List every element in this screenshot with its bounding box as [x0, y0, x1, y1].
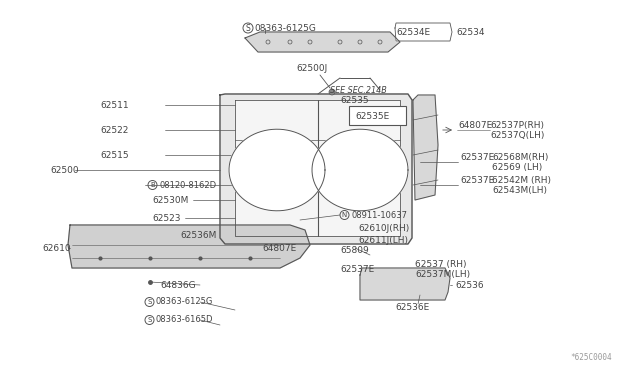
Text: 64807E: 64807E: [262, 244, 296, 253]
Text: S: S: [246, 23, 250, 32]
Text: 62523: 62523: [152, 214, 180, 222]
Text: 62537E: 62537E: [460, 153, 494, 161]
Text: S: S: [147, 317, 152, 323]
Text: 08911-10637: 08911-10637: [351, 211, 407, 219]
Text: 62537P(RH): 62537P(RH): [490, 121, 544, 129]
Text: 62537M(LH): 62537M(LH): [415, 270, 470, 279]
Text: 08363-6125G: 08363-6125G: [156, 298, 213, 307]
Text: 62500J: 62500J: [296, 64, 327, 73]
Polygon shape: [68, 225, 310, 268]
Text: 62534: 62534: [456, 28, 484, 36]
Text: 62543M(LH): 62543M(LH): [492, 186, 547, 195]
Text: 62515: 62515: [100, 151, 129, 160]
Text: 62511: 62511: [100, 100, 129, 109]
Text: 08363-6165D: 08363-6165D: [156, 315, 214, 324]
FancyBboxPatch shape: [349, 106, 406, 125]
Text: 62537E: 62537E: [340, 266, 374, 275]
Text: 62522: 62522: [100, 125, 129, 135]
Text: 62534E: 62534E: [396, 28, 430, 36]
Text: SEE SEC.214B: SEE SEC.214B: [330, 86, 387, 94]
Text: 62537 (RH): 62537 (RH): [415, 260, 467, 269]
Text: 62500: 62500: [50, 166, 79, 174]
Text: 08120-8162D: 08120-8162D: [159, 180, 216, 189]
Text: 62611J(LH): 62611J(LH): [358, 235, 408, 244]
Text: 08363-6125G: 08363-6125G: [254, 23, 316, 32]
Text: 62530M: 62530M: [152, 196, 188, 205]
Polygon shape: [395, 23, 452, 41]
Polygon shape: [413, 95, 438, 200]
Text: 62536M: 62536M: [180, 231, 216, 240]
Text: 62610: 62610: [42, 244, 70, 253]
Text: 62542M (RH): 62542M (RH): [492, 176, 551, 185]
Text: *625C0004: *625C0004: [570, 353, 612, 362]
Text: 64836G: 64836G: [160, 280, 196, 289]
Text: 62536: 62536: [455, 280, 484, 289]
Text: 62610J(RH): 62610J(RH): [358, 224, 409, 232]
Text: 62535E: 62535E: [355, 112, 389, 121]
Text: 65809: 65809: [340, 246, 369, 254]
Text: 62568M(RH): 62568M(RH): [492, 153, 548, 161]
Polygon shape: [220, 94, 412, 244]
Text: 62569 (LH): 62569 (LH): [492, 163, 542, 171]
Text: N: N: [342, 212, 347, 218]
Polygon shape: [235, 100, 400, 236]
Text: 62536E: 62536E: [395, 304, 429, 312]
Circle shape: [329, 89, 335, 95]
Text: S: S: [147, 299, 152, 305]
Text: 64807E: 64807E: [458, 121, 492, 129]
Polygon shape: [360, 268, 450, 300]
Text: 62537E: 62537E: [460, 176, 494, 185]
Polygon shape: [245, 32, 400, 52]
Text: 62535: 62535: [340, 96, 369, 105]
Text: 62537Q(LH): 62537Q(LH): [490, 131, 545, 140]
Polygon shape: [312, 129, 408, 211]
Polygon shape: [229, 129, 325, 211]
Text: B: B: [150, 182, 155, 188]
